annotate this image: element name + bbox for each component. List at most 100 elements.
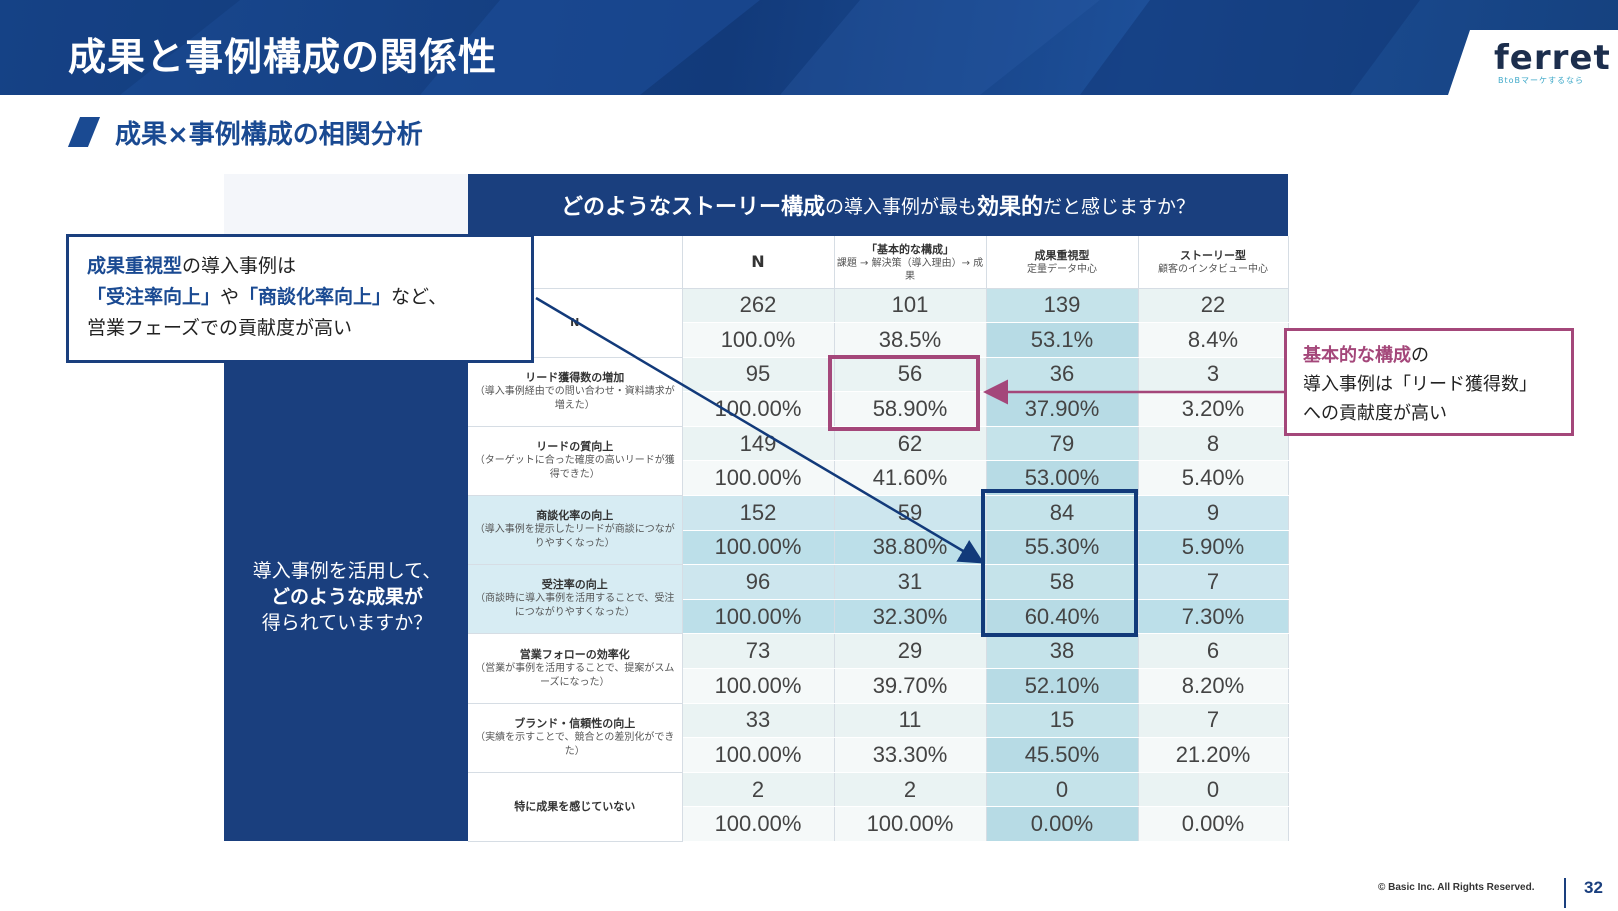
count-cell: 33 xyxy=(682,703,835,739)
callout-em: 「商談化率向上」 xyxy=(239,286,392,308)
row-title: 営業フォローの効率化 xyxy=(519,647,630,661)
highlight-box-basic xyxy=(828,355,980,431)
row-label: リードの質向上 （ターゲットに合った確度の高いリードが獲得できた） xyxy=(468,426,683,497)
row-description: （商談時に導入事例を活用することで、受注につながりやすくなった） xyxy=(475,593,675,619)
count-cell: 0 xyxy=(1138,772,1289,808)
count-cell: 11 xyxy=(834,703,987,739)
question-mid: の導入事例が最も xyxy=(824,195,977,218)
percent-cell: 37.90% xyxy=(986,391,1139,427)
count-cell: 59 xyxy=(834,495,987,531)
table-header-row: N 「基本的な構成」 課題 → 解決策（導入理由）→ 成果 成果重視型 定量データ中… xyxy=(468,236,1289,289)
callout-results-focused: 成果重視型の導入事例は 「受注率向上」や「商談化率向上」など、 営業フェーズでの… xyxy=(66,234,534,363)
count-cell: 6 xyxy=(1138,633,1289,670)
percent-cell: 0.00% xyxy=(1138,806,1289,842)
left-question-line-3: 得られていますか？ xyxy=(261,612,433,634)
count-cell: 73 xyxy=(682,633,835,670)
callout-text: など、 xyxy=(391,286,448,308)
header-band xyxy=(0,0,1618,95)
row-title: リードの質向上 xyxy=(536,439,614,453)
callout-text: 導入事例は「リード獲得数」 xyxy=(1303,374,1537,395)
count-cell: 2 xyxy=(834,772,987,808)
percent-cell: 8.4% xyxy=(1138,322,1289,358)
count-cell: 31 xyxy=(834,564,987,600)
percent-cell: 45.50% xyxy=(986,737,1139,773)
logo-plate xyxy=(1448,30,1618,95)
percent-cell: 0.00% xyxy=(986,806,1139,842)
percent-cell: 21.20% xyxy=(1138,737,1289,773)
percent-cell: 100.00% xyxy=(834,806,987,842)
table-row: 100.00% 39.70% 52.10% 8.20% xyxy=(468,668,1289,704)
left-question-line-1: 導入事例を活用して、 xyxy=(252,560,442,582)
row-title: ブランド・信頼性の向上 xyxy=(514,716,636,730)
column-header: ストーリー型 顧客のインタビュー中心 xyxy=(1138,236,1289,289)
table-row: 100.00% 100.00% 0.00% 0.00% xyxy=(468,806,1289,842)
row-title: 商談化率の向上 xyxy=(536,509,614,523)
callout-text: の xyxy=(1411,345,1429,366)
count-cell: 7 xyxy=(1138,564,1289,600)
percent-cell: 100.00% xyxy=(682,460,835,497)
count-cell: 9 xyxy=(1138,495,1289,531)
count-cell: 62 xyxy=(834,426,987,462)
count-cell: 95 xyxy=(682,357,835,393)
count-cell: 29 xyxy=(834,633,987,670)
percent-cell: 5.90% xyxy=(1138,530,1289,566)
row-title: 受注率の向上 xyxy=(541,578,608,592)
count-cell: 8 xyxy=(1138,426,1289,462)
row-description: （導入事例経由での問い合わせ・資料請求が増えた） xyxy=(474,385,675,411)
column-header: 成果重視型 定量データ中心 xyxy=(986,236,1139,289)
callout-text: への貢献度が高い xyxy=(1303,403,1447,424)
percent-cell: 53.1% xyxy=(986,322,1139,358)
column-sub: 顧客のインタビュー中心 xyxy=(1158,264,1268,276)
column-sub: 定量データ中心 xyxy=(1027,264,1097,276)
callout-em: 「受注率向上」 xyxy=(87,286,221,308)
table-row: リードの質向上 （ターゲットに合った確度の高いリードが獲得できた） 149 62 79 8 xyxy=(468,426,1289,497)
count-cell: 58 xyxy=(986,564,1139,600)
row-title: リード獲得数の増加 xyxy=(525,370,625,384)
percent-cell: 100.00% xyxy=(682,530,835,566)
row-description: （実績を示すことで、競合との差別化ができた） xyxy=(475,731,675,757)
crosstab-table: N 「基本的な構成」 課題 → 解決策（導入理由）→ 成果 成果重視型 定量データ中… xyxy=(468,236,1289,843)
table-row: 特に成果を感じていない 2 2 0 0 xyxy=(468,772,1289,843)
column-header: 「基本的な構成」 課題 → 解決策（導入理由）→ 成果 xyxy=(834,236,987,289)
table-row: 100.00% 32.30% 60.40% 7.30% xyxy=(468,599,1289,635)
percent-cell: 32.30% xyxy=(834,599,987,635)
row-label: ブランド・信頼性の向上 （実績を示すことで、競合との差別化ができた） xyxy=(468,703,683,773)
highlight-box-results xyxy=(981,489,1138,637)
count-cell: 3 xyxy=(1138,357,1289,393)
column-sub: 課題 → 解決策（導入理由）→ 成果 xyxy=(836,257,984,282)
percent-cell: 41.60% xyxy=(834,460,987,497)
question-emphasis: 効果的 xyxy=(977,195,1044,220)
row-title: 特に成果を感じていない xyxy=(514,799,636,813)
row-description: （営業が事例を活用することで、提案がスムーズになった） xyxy=(475,662,675,688)
count-cell: 38 xyxy=(986,633,1139,670)
count-cell: 0 xyxy=(986,772,1139,808)
percent-cell: 7.30% xyxy=(1138,599,1289,635)
count-cell: 139 xyxy=(986,288,1139,324)
row-description: （ターゲットに合った確度の高いリードが獲得できた） xyxy=(474,454,675,480)
page-number: 32 xyxy=(1584,878,1603,897)
section-subtitle: 成果×事例構成の相関分析 xyxy=(115,120,423,150)
count-cell: 152 xyxy=(682,495,835,531)
question-suffix: だと感じますか？ xyxy=(1043,195,1196,218)
column-header: N xyxy=(682,236,835,289)
percent-cell: 100.00% xyxy=(682,599,835,635)
table-row: N 262 101 139 22 xyxy=(468,288,1289,358)
percent-cell: 33.30% xyxy=(834,737,987,773)
percent-cell: 100.00% xyxy=(682,737,835,773)
count-cell: 149 xyxy=(682,426,835,462)
percent-cell: 60.40% xyxy=(986,599,1139,635)
left-panel-top xyxy=(224,174,470,234)
count-cell: 84 xyxy=(986,495,1139,531)
count-cell: 2 xyxy=(682,772,835,808)
row-label: 営業フォローの効率化 （営業が事例を活用することで、提案がスムーズになった） xyxy=(468,633,683,704)
percent-cell: 38.80% xyxy=(834,530,987,566)
table-row: 100.00% 33.30% 45.50% 21.20% xyxy=(468,737,1289,773)
count-cell: 22 xyxy=(1138,288,1289,324)
table-row: 商談化率の向上 （導入事例を提示したリードが商談につながりやすくなった） 152 59… xyxy=(468,495,1289,566)
footer-divider xyxy=(1564,878,1566,908)
percent-cell: 5.40% xyxy=(1138,460,1289,497)
column-title: 成果重視型 xyxy=(1034,249,1090,263)
question-prefix: どのようなストーリー構成 xyxy=(560,195,825,220)
callout-basic-structure: 基本的な構成の 導入事例は「リード獲得数」 への貢献度が高い xyxy=(1284,328,1574,436)
count-cell: 79 xyxy=(986,426,1139,462)
